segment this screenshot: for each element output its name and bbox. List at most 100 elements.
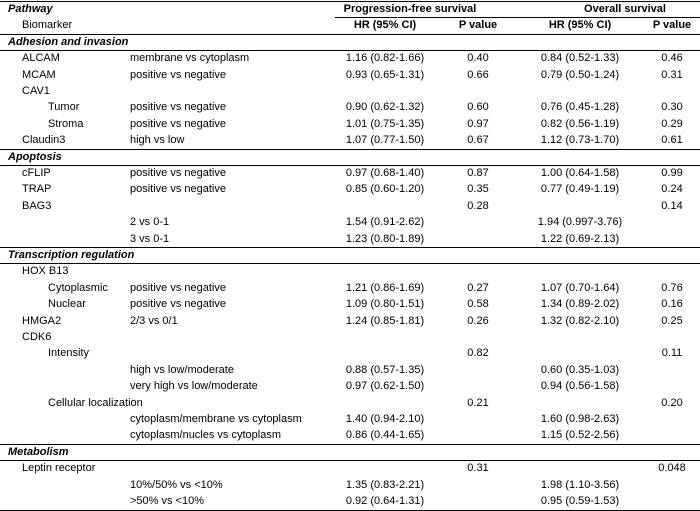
comparison: high vs low: [130, 134, 185, 147]
section-title: Metabolism: [8, 445, 69, 458]
biomarker: Stroma: [48, 117, 84, 130]
os-p: 0.31: [661, 68, 683, 81]
pfs-hr: 0.86 (0.44-1.65): [345, 429, 425, 442]
os-hr: 0.60 (0.35-1.03): [540, 363, 620, 376]
table-row: CAV1: [0, 83, 700, 99]
os-p: 0.24: [661, 183, 683, 196]
pfs-p: 0.67: [467, 134, 489, 147]
table-row: cFLIP positive vs negative 0.97 (0.68-1.40…: [0, 165, 700, 181]
pfs-hr: 1.01 (0.75-1.35): [345, 117, 425, 130]
rule: [335, 17, 700, 19]
biomarker: Claudin3: [22, 134, 66, 147]
os-hr: 1.00 (0.64-1.58): [540, 167, 620, 179]
table-row: HOX B13: [0, 263, 700, 279]
os-hr: 1.15 (0.52-2.56): [540, 429, 620, 442]
rule: [0, 33, 700, 35]
os-p: 0.25: [661, 314, 683, 327]
comparison: 2 vs 0-1: [130, 216, 170, 229]
pfs-p: 0.58: [467, 298, 489, 311]
pfs-hr: 1.21 (0.86-1.69): [345, 281, 425, 294]
comparison: high vs low/moderate: [130, 363, 234, 376]
os-hr: 1.22 (0.69-2.13): [540, 232, 620, 245]
pfs-p: 0.66: [467, 68, 489, 81]
os-hr: 1.12 (0.73-1.70): [540, 134, 620, 147]
comparison: positive vs negative: [130, 101, 226, 114]
table-row: BAG3 0.28 0.14: [0, 198, 700, 214]
os-p: 0.99: [661, 167, 683, 179]
header-column: P value: [458, 19, 498, 32]
os-p: 0.11: [661, 347, 683, 360]
biomarker: ALCAM: [22, 52, 60, 65]
pfs-p: 0.26: [467, 314, 489, 327]
os-hr: 0.94 (0.56-1.58): [540, 380, 620, 393]
rule: [0, 1, 700, 2]
table-row: Nuclear positive vs negative 1.09 (0.80-1.…: [0, 296, 700, 312]
table-row: Cytoplasmic positive vs negative 1.21 (0.8…: [0, 280, 700, 296]
os-hr: 0.95 (0.59-1.53): [540, 495, 620, 507]
pfs-hr: 0.92 (0.64-1.31): [345, 495, 425, 507]
pfs-hr: 0.93 (0.65-1.31): [345, 68, 425, 81]
table-row: Claudin3 high vs low 1.07 (0.77-1.50) 0.67 1…: [0, 132, 700, 148]
comparison: very high vs low/moderate: [130, 380, 258, 393]
pfs-hr: 1.35 (0.83-2.21): [345, 478, 425, 491]
pfs-hr: 0.88 (0.57-1.35): [345, 363, 425, 376]
rule: [0, 443, 700, 445]
pfs-p: 0.40: [467, 52, 489, 65]
pfs-hr: 1.23 (0.80-1.89): [345, 232, 425, 245]
pfs-hr: 1.16 (0.82-1.66): [345, 52, 425, 65]
header-column: P value: [652, 19, 692, 32]
os-hr: 1.34 (0.89-2.02): [540, 298, 620, 311]
os-hr: 1.60 (0.98-2.63): [540, 413, 620, 425]
table-row: HMGA2 2/3 vs 0/1 1.24 (0.85-1.81) 0.26 1.32 …: [0, 313, 700, 329]
comparison: 2/3 vs 0/1: [130, 314, 178, 327]
biomarker: Cellular localization: [48, 396, 143, 409]
pfs-hr: 0.90 (0.62-1.32): [345, 101, 425, 114]
comparison: cytoplasm/membrane vs cytoplasm: [130, 413, 302, 425]
biomarker: HMGA2: [22, 314, 62, 327]
pfs-hr: 0.97 (0.68-1.40): [345, 167, 425, 179]
os-hr: 1.98 (1.10-3.56): [540, 478, 620, 491]
table-row: high vs low/moderate 0.88 (0.57-1.35) 0.60…: [0, 362, 700, 378]
table-row: TRAP positive vs negative 0.85 (0.60-1.20)…: [0, 181, 700, 197]
os-p: 0.76: [661, 281, 683, 294]
biomarker: Nuclear: [48, 298, 86, 311]
table-row: Leptin receptor 0.31 0.048: [0, 460, 700, 476]
table-row: Biomarker HR (95% CI) P value HR (95% CI) P …: [0, 17, 700, 33]
table-row: Adhesion and invasion: [0, 34, 700, 50]
biomarker: BAG3: [22, 199, 52, 212]
os-hr: 0.79 (0.50-1.24): [540, 68, 620, 81]
comparison: >50% vs <10%: [130, 495, 204, 507]
table-row: Pathway Progression-free survival Overall …: [0, 1, 700, 17]
table-row: Transcription regulation: [0, 247, 700, 263]
biomarker: Leptin receptor: [22, 462, 96, 475]
table-row: CDK6: [0, 329, 700, 345]
comparison: positive vs negative: [130, 281, 226, 294]
biomarker: cFLIP: [22, 167, 51, 179]
comparison: 3 vs 0-1: [130, 232, 170, 245]
pfs-p: 0.87: [467, 167, 489, 179]
pfs-p: 0.31: [467, 462, 489, 475]
table-row: 10%/50% vs <10% 1.35 (0.83-2.21) 1.98 (1.1…: [0, 477, 700, 493]
biomarker: TRAP: [22, 183, 52, 196]
header-pathway: Pathway: [8, 3, 53, 15]
biomarker: Cytoplasmic: [48, 281, 108, 294]
os-hr: 1.07 (0.70-1.64): [540, 281, 620, 294]
comparison: positive vs negative: [130, 298, 226, 311]
pfs-p: 0.28: [467, 199, 489, 212]
os-hr: 0.84 (0.52-1.33): [540, 52, 620, 65]
os-p: 0.30: [661, 101, 683, 114]
rule: [0, 50, 700, 52]
header-pfs: Progression-free survival: [343, 3, 477, 15]
os-hr: 0.76 (0.45-1.28): [540, 101, 620, 114]
biomarker: Tumor: [48, 101, 80, 114]
table-row: >50% vs <10% 0.92 (0.64-1.31) 0.95 (0.59-1…: [0, 493, 700, 509]
os-p: 0.048: [658, 462, 686, 475]
biomarker: HOX B13: [22, 265, 69, 278]
os-p: 0.16: [661, 298, 683, 311]
table-row: ALCAM membrane vs cytoplasm 1.16 (0.82-1.6…: [0, 50, 700, 66]
table-row: very high vs low/moderate 0.97 (0.62-1.50…: [0, 378, 700, 394]
os-hr: 0.82 (0.56-1.19): [540, 117, 620, 130]
pfs-hr: 1.09 (0.80-1.51): [345, 298, 425, 311]
header-biomarker: Biomarker: [22, 19, 73, 32]
